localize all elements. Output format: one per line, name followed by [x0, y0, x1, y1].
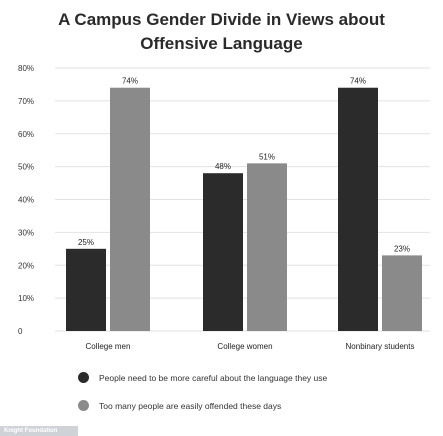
- data-label: 51%: [259, 152, 275, 161]
- y-tick-label: 30%: [18, 228, 34, 237]
- bar-2-college-men: [110, 87, 150, 331]
- chart-title-line2: Offensive Language: [140, 34, 303, 53]
- legend-item-series-1: People need to be more careful about the…: [78, 372, 418, 383]
- y-tick-label: 60%: [18, 130, 34, 139]
- legend-item-series-2: Too many people are easily offended thes…: [78, 400, 418, 411]
- chart-title-line1: A Campus Gender Divide in Views about: [58, 10, 385, 29]
- chart-title: A Campus Gender Divide in Views about Of…: [0, 8, 443, 56]
- x-category-label: College women: [217, 342, 272, 351]
- bar-2-nonbinary-students: [382, 255, 422, 331]
- bar-chart: 0 10% 20% 30% 40% 50% 60% 70% 80% 25% 74% College m…: [18, 64, 430, 351]
- bar-1-college-women: [203, 173, 243, 331]
- y-tick-label: 40%: [18, 196, 34, 205]
- bar-2-college-women: [247, 163, 287, 331]
- legend-label-series-1: People need to be more careful about the…: [99, 372, 328, 383]
- y-tick-label: 10%: [18, 294, 34, 303]
- y-tick-label: 70%: [18, 97, 34, 106]
- data-label: 74%: [122, 77, 138, 86]
- legend-swatch-series-2: [78, 400, 89, 411]
- bar-1-nonbinary-students: [338, 87, 378, 331]
- x-category-label: Nonbinary students: [346, 342, 415, 351]
- y-tick-label: 20%: [18, 261, 34, 270]
- data-label: 25%: [78, 238, 94, 247]
- y-tick-label: 50%: [18, 163, 34, 172]
- y-tick-label: 0: [18, 327, 23, 336]
- data-label: 74%: [350, 77, 366, 86]
- data-label: 48%: [215, 162, 231, 171]
- legend-swatch-series-1: [78, 372, 89, 383]
- y-tick-label: 80%: [18, 64, 34, 73]
- x-category-label: College men: [86, 342, 131, 351]
- legend-label-series-2: Too many people are easily offended thes…: [99, 400, 282, 411]
- source-footer: Knight Foundation: [0, 426, 78, 436]
- bar-1-college-men: [66, 248, 106, 331]
- data-label: 23%: [394, 244, 410, 253]
